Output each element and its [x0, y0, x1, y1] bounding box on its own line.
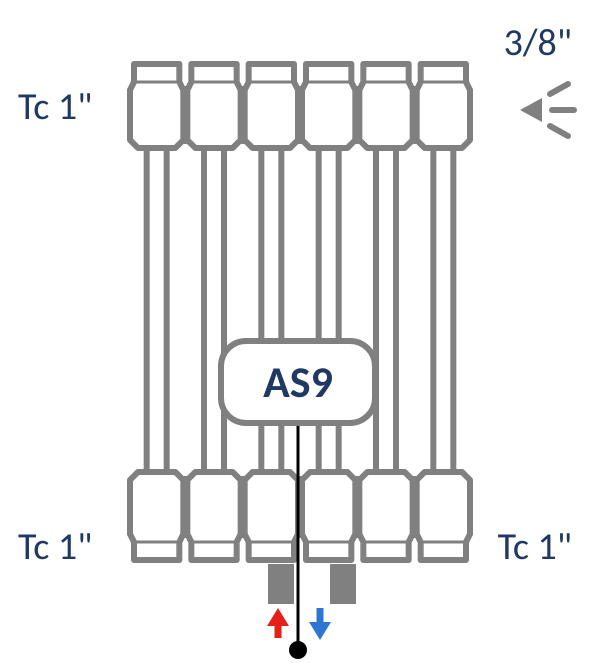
model-badge: AS9: [218, 338, 378, 426]
diagram-stage: Tc 1" Tc 1" Tc 1" 3/8" AS9: [0, 0, 600, 663]
label-bottom-right: Tc 1": [498, 528, 572, 566]
label-bottom-left: Tc 1": [18, 528, 92, 566]
label-top-right: 3/8": [504, 24, 572, 62]
label-top-left: Tc 1": [18, 88, 92, 126]
